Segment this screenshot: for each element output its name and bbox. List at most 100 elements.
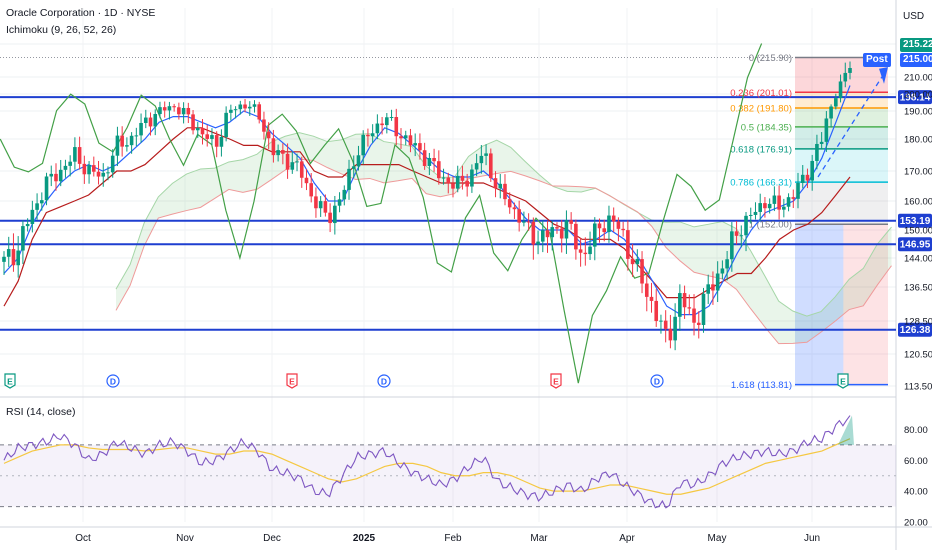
- candle-body[interactable]: [791, 197, 796, 199]
- candle-body[interactable]: [181, 107, 186, 115]
- candle-body[interactable]: [644, 283, 649, 297]
- candle-body[interactable]: [640, 259, 644, 284]
- candle-body[interactable]: [734, 231, 739, 236]
- currency-label[interactable]: USD: [903, 11, 925, 22]
- ichimoku-legend[interactable]: Ichimoku (9, 26, 52, 26): [6, 24, 117, 36]
- candle-body[interactable]: [545, 230, 550, 238]
- candle-body[interactable]: [172, 106, 176, 108]
- candle-body[interactable]: [266, 131, 271, 139]
- rsi-legend[interactable]: RSI (14, close): [6, 406, 76, 418]
- candle-body[interactable]: [389, 117, 394, 119]
- candle-body[interactable]: [668, 328, 673, 341]
- dividend-icon[interactable]: D: [650, 374, 664, 388]
- candle-body[interactable]: [139, 122, 143, 136]
- candle-body[interactable]: [87, 165, 91, 175]
- candle-body[interactable]: [356, 155, 361, 167]
- candle-body[interactable]: [800, 174, 805, 183]
- dividend-icon[interactable]: D: [106, 374, 120, 388]
- candle-body[interactable]: [479, 155, 484, 164]
- candle-body[interactable]: [725, 259, 729, 269]
- candle-body[interactable]: [696, 322, 701, 325]
- candle-body[interactable]: [347, 168, 351, 190]
- candles[interactable]: [2, 61, 852, 351]
- candle-body[interactable]: [531, 221, 536, 245]
- candle-body[interactable]: [678, 293, 682, 317]
- candle-body[interactable]: [16, 250, 20, 266]
- candle-body[interactable]: [366, 134, 370, 137]
- candle-body[interactable]: [54, 173, 58, 182]
- candle-body[interactable]: [205, 134, 210, 139]
- candle-body[interactable]: [25, 223, 30, 227]
- candle-body[interactable]: [682, 293, 687, 308]
- candle-body[interactable]: [214, 135, 219, 147]
- candle-body[interactable]: [101, 172, 106, 177]
- candle-body[interactable]: [399, 136, 403, 139]
- candle-body[interactable]: [276, 150, 280, 156]
- candle-body[interactable]: [229, 109, 233, 113]
- candle-body[interactable]: [711, 284, 715, 291]
- candle-body[interactable]: [517, 209, 521, 223]
- candle-body[interactable]: [796, 182, 800, 199]
- candle-body[interactable]: [569, 220, 573, 224]
- candle-body[interactable]: [49, 173, 54, 177]
- candle-body[interactable]: [252, 104, 257, 107]
- candle-body[interactable]: [834, 98, 838, 107]
- rsi-pane[interactable]: [0, 415, 896, 509]
- candle-body[interactable]: [772, 195, 777, 204]
- earnings-icon[interactable]: E: [4, 373, 16, 389]
- candle-body[interactable]: [673, 316, 677, 341]
- candle-body[interactable]: [342, 189, 347, 200]
- candle-body[interactable]: [767, 203, 772, 209]
- candle-body[interactable]: [106, 172, 110, 174]
- candle-body[interactable]: [162, 107, 167, 111]
- candle-body[interactable]: [460, 175, 465, 181]
- candle-body[interactable]: [304, 177, 309, 184]
- candle-body[interactable]: [30, 209, 35, 224]
- candle-body[interactable]: [659, 320, 663, 322]
- candle-body[interactable]: [805, 174, 810, 181]
- candle-body[interactable]: [73, 147, 77, 162]
- candle-body[interactable]: [281, 150, 285, 154]
- candle-body[interactable]: [777, 195, 781, 210]
- candle-body[interactable]: [782, 206, 786, 210]
- candle-body[interactable]: [6, 249, 11, 257]
- candle-body[interactable]: [408, 135, 413, 146]
- candle-body[interactable]: [592, 223, 597, 247]
- candle-body[interactable]: [555, 227, 559, 229]
- candle-body[interactable]: [611, 215, 616, 222]
- candle-body[interactable]: [77, 147, 82, 164]
- candle-body[interactable]: [191, 114, 195, 131]
- candle-body[interactable]: [375, 123, 380, 134]
- candle-body[interactable]: [607, 215, 611, 233]
- candle-body[interactable]: [403, 135, 408, 139]
- candle-body[interactable]: [115, 135, 120, 156]
- candle-body[interactable]: [219, 137, 224, 147]
- earnings-icon[interactable]: E: [550, 373, 562, 389]
- candle-body[interactable]: [838, 81, 843, 99]
- candle-body[interactable]: [526, 221, 531, 223]
- candle-body[interactable]: [134, 135, 139, 137]
- candle-body[interactable]: [588, 246, 592, 255]
- candle-body[interactable]: [418, 143, 422, 151]
- candle-body[interactable]: [233, 109, 238, 111]
- candle-body[interactable]: [125, 145, 129, 147]
- candle-body[interactable]: [148, 117, 153, 127]
- candle-body[interactable]: [177, 107, 181, 115]
- candle-body[interactable]: [422, 150, 427, 166]
- candle-body[interactable]: [309, 183, 314, 197]
- candle-body[interactable]: [238, 104, 243, 110]
- candle-body[interactable]: [522, 221, 526, 223]
- candle-body[interactable]: [843, 72, 848, 82]
- candle-body[interactable]: [328, 212, 332, 224]
- candle-body[interactable]: [692, 308, 696, 323]
- candle-body[interactable]: [290, 162, 295, 170]
- candle-body[interactable]: [753, 211, 758, 215]
- candle-body[interactable]: [314, 196, 318, 209]
- candle-body[interactable]: [351, 166, 356, 169]
- candle-body[interactable]: [489, 153, 493, 179]
- candle-body[interactable]: [786, 197, 791, 207]
- candle-body[interactable]: [630, 258, 635, 265]
- candle-body[interactable]: [715, 273, 720, 291]
